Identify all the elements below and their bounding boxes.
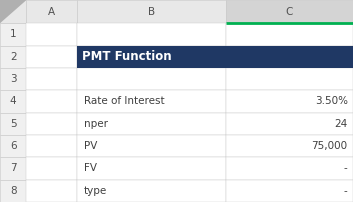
Text: 3: 3 bbox=[10, 74, 17, 84]
Text: nper: nper bbox=[84, 119, 108, 129]
Text: PV: PV bbox=[84, 141, 97, 151]
Text: type: type bbox=[84, 186, 107, 196]
Bar bbox=[226, 180, 353, 202]
Bar bbox=[77, 157, 226, 180]
Bar bbox=[0, 135, 26, 157]
Bar bbox=[26, 90, 77, 113]
Bar bbox=[26, 157, 77, 180]
Text: 1: 1 bbox=[10, 29, 17, 39]
Bar bbox=[226, 23, 353, 46]
Bar bbox=[77, 68, 226, 90]
Text: A: A bbox=[48, 7, 55, 17]
Text: 4: 4 bbox=[10, 96, 17, 106]
Text: 7: 7 bbox=[10, 163, 17, 174]
Text: Rate of Interest: Rate of Interest bbox=[84, 96, 165, 106]
Bar bbox=[77, 113, 226, 135]
Bar bbox=[0, 157, 26, 180]
Bar bbox=[77, 46, 226, 68]
Bar bbox=[77, 0, 226, 23]
Bar bbox=[26, 135, 77, 157]
Text: -: - bbox=[344, 163, 348, 174]
Text: 3.50%: 3.50% bbox=[315, 96, 348, 106]
Bar bbox=[26, 180, 77, 202]
Bar bbox=[0, 180, 26, 202]
Bar bbox=[0, 46, 26, 68]
Bar bbox=[26, 23, 77, 46]
Bar bbox=[26, 46, 77, 68]
Bar bbox=[0, 23, 26, 202]
Text: B: B bbox=[148, 7, 155, 17]
Polygon shape bbox=[0, 0, 26, 23]
Text: 8: 8 bbox=[10, 186, 17, 196]
Text: 6: 6 bbox=[10, 141, 17, 151]
Bar bbox=[226, 68, 353, 90]
Bar bbox=[77, 135, 226, 157]
Bar bbox=[0, 68, 26, 90]
Text: 2: 2 bbox=[10, 52, 17, 62]
Bar bbox=[226, 0, 353, 23]
Bar bbox=[226, 46, 353, 68]
Bar bbox=[0, 113, 26, 135]
Bar bbox=[226, 157, 353, 180]
Bar bbox=[26, 68, 77, 90]
Text: 24: 24 bbox=[334, 119, 348, 129]
Bar bbox=[77, 180, 226, 202]
Bar bbox=[77, 23, 226, 46]
Bar bbox=[226, 90, 353, 113]
Text: 75,000: 75,000 bbox=[312, 141, 348, 151]
Bar bbox=[226, 135, 353, 157]
Bar bbox=[26, 0, 77, 23]
Bar bbox=[0, 0, 353, 23]
Bar bbox=[226, 113, 353, 135]
Text: FV: FV bbox=[84, 163, 97, 174]
Bar bbox=[77, 90, 226, 113]
Text: C: C bbox=[286, 7, 293, 17]
Text: -: - bbox=[344, 186, 348, 196]
Bar bbox=[26, 113, 77, 135]
Bar bbox=[0, 90, 26, 113]
Bar bbox=[0, 0, 26, 23]
Bar bbox=[0, 23, 26, 46]
Bar bbox=[77, 46, 353, 68]
Text: 5: 5 bbox=[10, 119, 17, 129]
Text: PMT Function: PMT Function bbox=[82, 50, 172, 63]
